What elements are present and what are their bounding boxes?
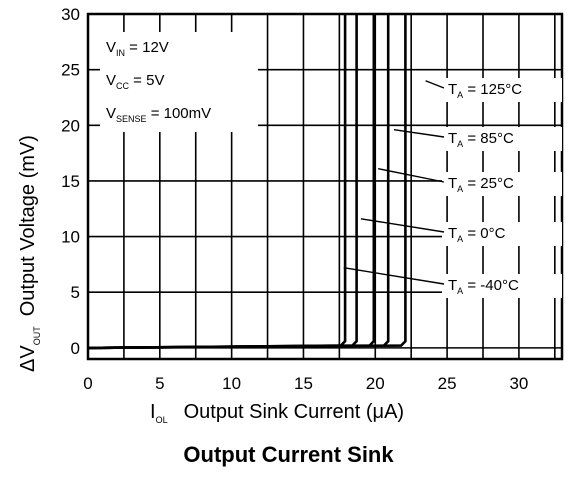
annotation-label-3: TA = 0°C <box>448 225 506 244</box>
annotation-leader-4 <box>343 267 445 285</box>
y-tick-background <box>56 225 84 246</box>
annotation-background-3 <box>442 222 562 246</box>
annotation-leader-1 <box>393 129 445 138</box>
annotation-label-1: TA = 85°C <box>448 130 514 149</box>
y-tick-label: 0 <box>71 339 80 358</box>
y-tick-label: 10 <box>61 228 80 247</box>
x-axis-label: IOL Output Sink Current (μA) <box>150 401 404 425</box>
y-tick-background <box>56 281 84 302</box>
y-tick-label: 30 <box>61 5 80 24</box>
condition-2: VSENSE = 100mV <box>106 105 211 124</box>
y-tick-background <box>56 336 84 357</box>
y-tick-background <box>56 114 84 135</box>
chart-title: Output Current Sink <box>183 442 394 467</box>
annotation-background-4 <box>442 274 562 298</box>
x-tick-label: 0 <box>83 374 92 393</box>
annotation-leader-2 <box>378 168 445 183</box>
annotation-label-2: TA = 25°C <box>448 175 514 194</box>
axis-titles: IOL Output Sink Current (μA) ΔVOUTOutput V… <box>17 135 404 425</box>
y-tick-label: 15 <box>61 172 80 191</box>
annotation-background-0 <box>442 78 562 102</box>
annotations-group: TA = 125°C TA = 85°C TA = 25°C TA = 0°C TA =… <box>343 78 562 298</box>
annotation-background-2 <box>442 172 562 196</box>
x-tick-label: 15 <box>294 374 313 393</box>
tick-labels: 0 5 10 15 20 25 30 0 5 10 15 20 25 30 <box>56 3 528 393</box>
series-line-4 <box>87 14 407 350</box>
x-tick-label: 25 <box>438 374 457 393</box>
y-tick-label: 20 <box>61 116 80 135</box>
x-tick-label: 5 <box>155 374 164 393</box>
condition-1: VCC = 5V <box>106 72 164 91</box>
x-tick-label: 10 <box>222 374 241 393</box>
series-group <box>87 14 407 350</box>
conditions-background <box>100 32 258 132</box>
x-tick-label: 20 <box>366 374 385 393</box>
annotation-label-4: TA = -40°C <box>448 277 519 296</box>
annotation-leader-3 <box>360 218 445 233</box>
annotation-leader-0 <box>425 80 445 89</box>
conditions-box: VIN = 12V VCC = 5V VSENSE = 100mV <box>100 32 258 132</box>
annotation-background-1 <box>442 127 562 151</box>
y-tick-background <box>56 169 84 190</box>
annotation-label-0: TA = 125°C <box>448 81 522 100</box>
condition-0: VIN = 12V <box>106 39 169 58</box>
y-tick-background <box>56 3 84 23</box>
y-tick-background <box>56 58 84 79</box>
x-tick-label: 30 <box>509 374 528 393</box>
y-axis-label: ΔVOUTOutput Voltage (mV) <box>17 135 42 372</box>
y-tick-label: 5 <box>71 283 80 302</box>
y-tick-label: 25 <box>61 61 80 80</box>
